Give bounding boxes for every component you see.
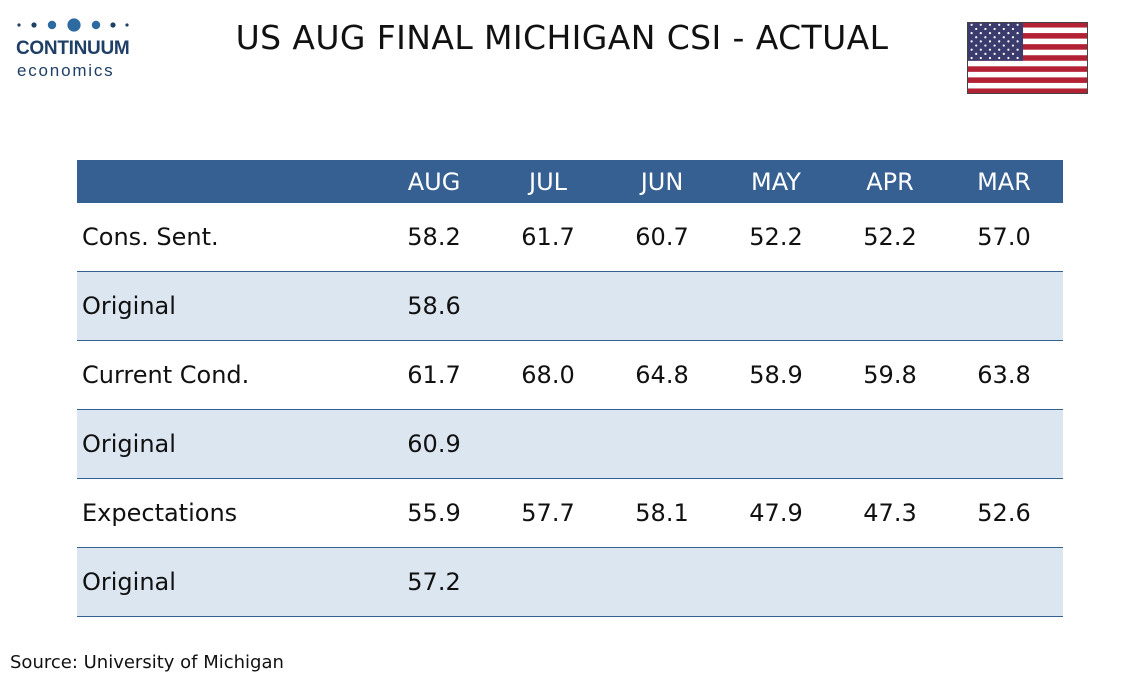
source-note: Source: University of Michigan (10, 652, 284, 673)
table-cell: 68.0 (521, 361, 575, 389)
header-cell-aug: AUG (407, 167, 461, 196)
row-label: Original (82, 292, 176, 320)
table-cell: 57.7 (521, 499, 575, 527)
row-label: Original (82, 430, 176, 458)
row-label: Original (82, 568, 176, 596)
table-row: Original 57.2 (77, 548, 1063, 617)
continuum-dots-icon (17, 18, 129, 32)
table-cell: 58.6 (407, 292, 461, 320)
table-cell: 57.0 (977, 223, 1031, 251)
table-cell: 57.2 (407, 568, 461, 596)
table-cell: 52.6 (977, 499, 1031, 527)
table-row: Cons. Sent. 58.2 61.7 60.7 52.2 52.2 57.0 (77, 203, 1063, 272)
table-cell: 55.9 (407, 499, 461, 527)
table-cell: 58.1 (635, 499, 689, 527)
logo-wordmark: CONTINUUM (16, 38, 130, 59)
table-cell: 47.3 (863, 499, 917, 527)
table-cell: 60.7 (635, 223, 689, 251)
table-cell: 59.8 (863, 361, 917, 389)
table-cell: 47.9 (749, 499, 803, 527)
table-cell: 63.8 (977, 361, 1031, 389)
row-label: Expectations (82, 499, 238, 527)
table-cell: 52.2 (749, 223, 803, 251)
table-row: Original 58.6 (77, 272, 1063, 341)
table-row: Expectations 55.9 57.7 58.1 47.9 47.3 52.6 (77, 479, 1063, 548)
table-cell: 58.2 (407, 223, 461, 251)
table-cell: 61.7 (407, 361, 461, 389)
header-cell-mar: MAR (977, 167, 1031, 196)
us-flag-icon (967, 22, 1088, 94)
header-cell-apr: APR (866, 167, 914, 196)
row-label: Cons. Sent. (82, 223, 219, 251)
data-table: AUG JUL JUN MAY APR MAR Cons. Sent. 58.2 61.7 60… (77, 160, 1063, 617)
table-cell: 64.8 (635, 361, 689, 389)
continuum-logo: CONTINUUM economics (14, 12, 134, 80)
table-cell: 61.7 (521, 223, 575, 251)
header-cell-jun: JUN (640, 167, 684, 196)
header-cell-jul: JUL (528, 167, 567, 196)
table-cell: 52.2 (863, 223, 917, 251)
page-title: US AUG FINAL MICHIGAN CSI - ACTUAL (235, 18, 889, 57)
header-cell-may: MAY (751, 167, 801, 196)
logo-subtitle: economics (17, 61, 115, 80)
table-row: Original 60.9 (77, 410, 1063, 479)
table-cell: 60.9 (407, 430, 461, 458)
table-row: Current Cond. 61.7 68.0 64.8 58.9 59.8 63.8 (77, 341, 1063, 410)
row-label: Current Cond. (82, 361, 250, 389)
table-header: AUG JUL JUN MAY APR MAR (77, 160, 1063, 203)
table-cell: 58.9 (749, 361, 803, 389)
